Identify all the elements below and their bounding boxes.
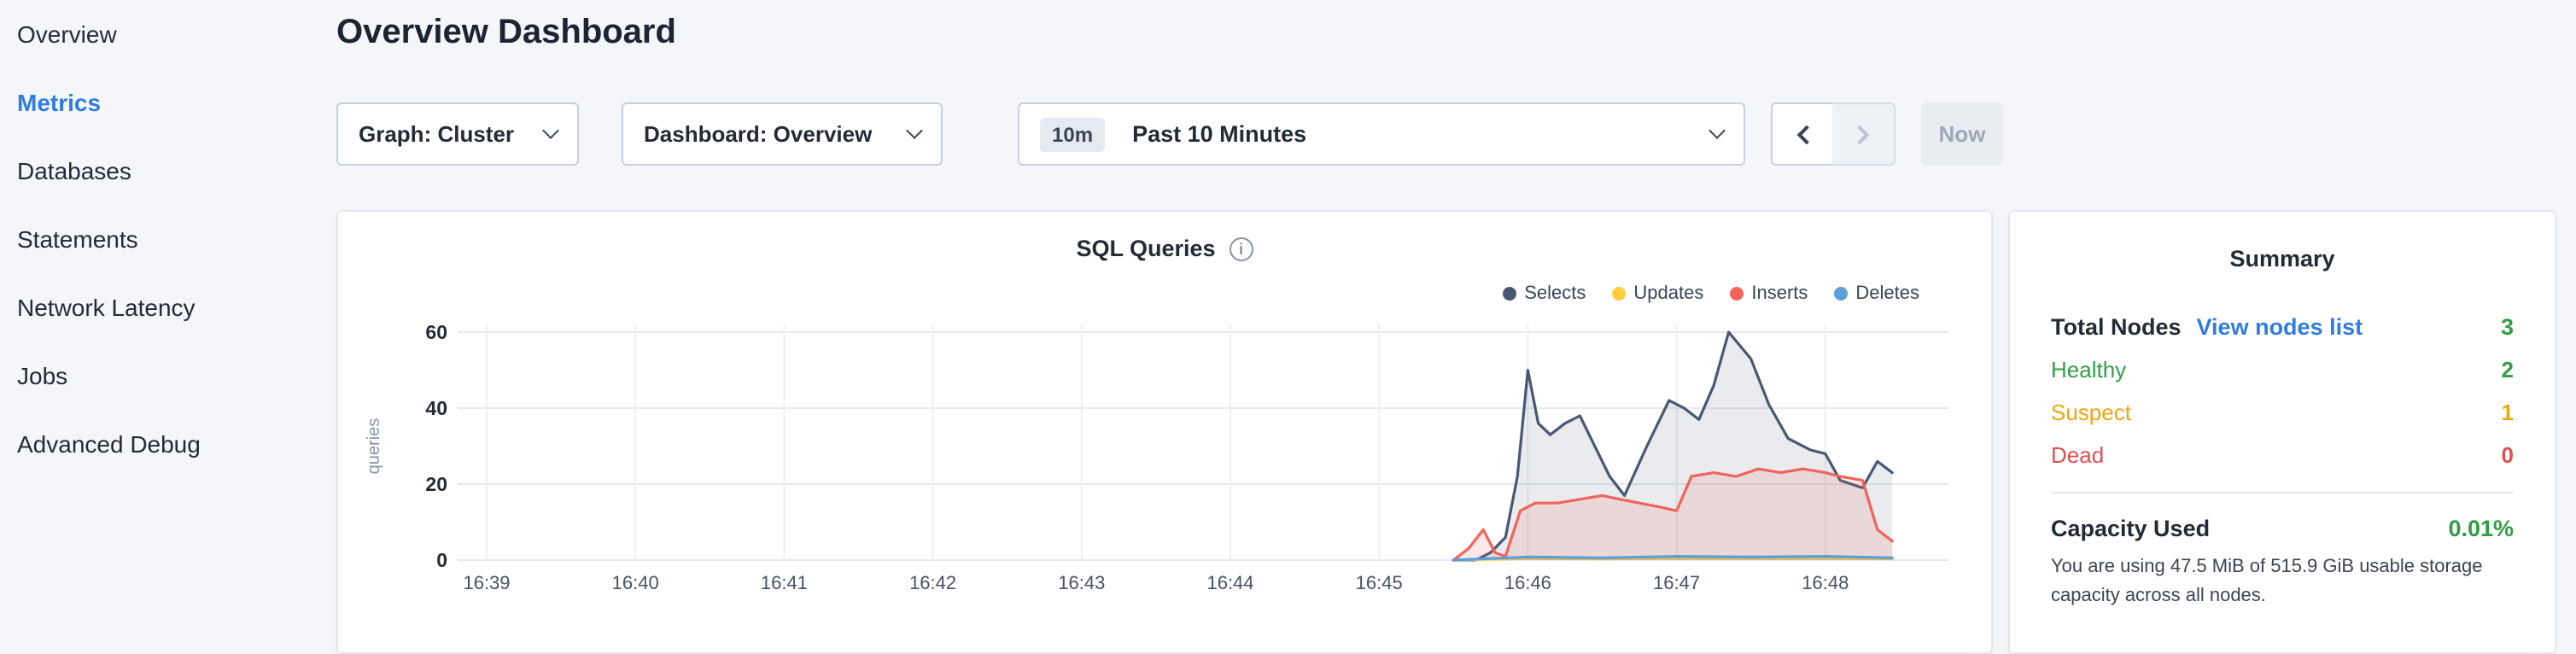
chevron-left-icon xyxy=(1796,124,1816,144)
sidebar-item-advanced-debug[interactable]: Advanced Debug xyxy=(0,410,324,478)
time-forward-button[interactable] xyxy=(1832,102,1895,166)
sidebar-item-metrics[interactable]: Metrics xyxy=(0,68,324,137)
legend-dot xyxy=(1611,287,1626,301)
sidebar-item-overview[interactable]: Overview xyxy=(0,0,324,68)
graph-select-dropdown[interactable]: Graph: Cluster xyxy=(336,102,579,166)
healthy-row: Healthy 2 xyxy=(2051,357,2514,382)
divider xyxy=(2051,492,2514,493)
svg-text:16:46: 16:46 xyxy=(1504,572,1551,593)
legend-label: Updates xyxy=(1633,283,1704,304)
dashboard-select-label: Dashboard: Overview xyxy=(644,121,873,147)
sidebar-item-databases[interactable]: Databases xyxy=(0,137,324,205)
sql-queries-chart-card: SQL Queries i Selects Updates Inserts Delet… xyxy=(336,210,1993,654)
time-back-button[interactable] xyxy=(1771,102,1834,166)
svg-text:60: 60 xyxy=(425,321,447,343)
healthy-label: Healthy xyxy=(2051,357,2127,382)
chevron-down-icon xyxy=(1709,122,1726,139)
sql-queries-chart-plot[interactable]: 0 20 40 60 16:39 16:40 16:41 16:42 16:43 16:44 16:… xyxy=(338,311,1995,635)
sidebar-item-statements[interactable]: Statements xyxy=(0,205,324,273)
legend-label: Inserts xyxy=(1751,283,1808,304)
chevron-right-icon xyxy=(1849,124,1870,144)
svg-text:16:41: 16:41 xyxy=(761,572,808,593)
svg-text:16:44: 16:44 xyxy=(1206,572,1253,593)
view-nodes-link[interactable]: View nodes list xyxy=(2196,314,2363,340)
sidebar-item-label: Databases xyxy=(17,157,131,184)
capacity-used-value: 0.01% xyxy=(2448,516,2514,541)
svg-text:16:45: 16:45 xyxy=(1356,572,1403,593)
total-nodes-row: Total Nodes View nodes list 3 xyxy=(2051,314,2514,340)
svg-text:16:39: 16:39 xyxy=(463,572,510,593)
now-button[interactable]: Now xyxy=(1921,102,2003,166)
legend-dot xyxy=(1502,287,1516,301)
sidebar: Overview Metrics Databases Statements Ne… xyxy=(0,0,324,478)
sidebar-item-network-latency[interactable]: Network Latency xyxy=(0,273,324,342)
summary-title: Summary xyxy=(2229,246,2335,272)
legend-item-deletes[interactable]: Deletes xyxy=(1833,283,1919,304)
legend-dot xyxy=(1833,287,1848,301)
capacity-used-row: Capacity Used 0.01% xyxy=(2051,516,2514,541)
chart-title: SQL Queries xyxy=(1076,236,1216,261)
time-range-badge: 10m xyxy=(1040,117,1106,151)
time-range-label: Past 10 Minutes xyxy=(1132,121,1307,147)
chevron-down-icon xyxy=(542,122,559,139)
graph-select-label: Graph: Cluster xyxy=(359,121,515,147)
svg-text:16:42: 16:42 xyxy=(909,572,956,593)
info-icon[interactable]: i xyxy=(1229,236,1253,260)
chevron-down-icon xyxy=(906,122,923,139)
chart-title-row: SQL Queries i xyxy=(338,236,1991,261)
svg-text:0: 0 xyxy=(436,549,447,571)
total-nodes-label: Total Nodes xyxy=(2051,314,2182,340)
summary-body: Total Nodes View nodes list 3 Healthy 2 … xyxy=(2010,314,2555,610)
sidebar-item-label: Metrics xyxy=(17,89,102,116)
page-title: Overview Dashboard xyxy=(336,14,676,51)
svg-text:16:48: 16:48 xyxy=(1802,572,1849,593)
legend-label: Selects xyxy=(1524,283,1586,304)
svg-text:40: 40 xyxy=(425,397,447,419)
svg-text:16:43: 16:43 xyxy=(1058,572,1105,593)
time-range-select[interactable]: 10m Past 10 Minutes xyxy=(1018,102,1745,166)
suspect-row: Suspect 1 xyxy=(2051,400,2514,425)
svg-text:queries: queries xyxy=(365,418,383,475)
dashboard-select-dropdown[interactable]: Dashboard: Overview xyxy=(622,102,943,166)
capacity-note: You are using 47.5 MiB of 515.9 GiB usab… xyxy=(2051,557,2483,605)
legend-item-updates[interactable]: Updates xyxy=(1611,283,1703,304)
sidebar-item-jobs[interactable]: Jobs xyxy=(0,342,324,410)
svg-text:20: 20 xyxy=(425,473,447,495)
suspect-label: Suspect xyxy=(2051,400,2131,425)
legend-item-selects[interactable]: Selects xyxy=(1502,283,1586,304)
dead-value: 0 xyxy=(2501,442,2514,468)
svg-text:16:40: 16:40 xyxy=(612,572,659,593)
sidebar-item-label: Statements xyxy=(17,225,138,253)
chart-legend: Selects Updates Inserts Deletes xyxy=(1502,283,1919,304)
dead-row: Dead 0 xyxy=(2051,442,2514,468)
dead-label: Dead xyxy=(2051,442,2105,468)
healthy-value: 2 xyxy=(2501,357,2514,382)
sidebar-item-label: Advanced Debug xyxy=(17,430,201,458)
svg-text:16:47: 16:47 xyxy=(1653,572,1700,593)
legend-item-inserts[interactable]: Inserts xyxy=(1729,283,1808,304)
sidebar-item-label: Overview xyxy=(17,20,117,48)
capacity-used-label: Capacity Used xyxy=(2051,516,2211,541)
suspect-value: 1 xyxy=(2501,400,2514,425)
legend-label: Deletes xyxy=(1855,283,1919,304)
sidebar-item-label: Jobs xyxy=(17,362,68,389)
sidebar-item-label: Network Latency xyxy=(17,294,196,321)
legend-dot xyxy=(1729,287,1744,301)
total-nodes-value: 3 xyxy=(2500,314,2514,340)
summary-card: Summary Total Nodes View nodes list 3 He… xyxy=(2008,210,2556,654)
